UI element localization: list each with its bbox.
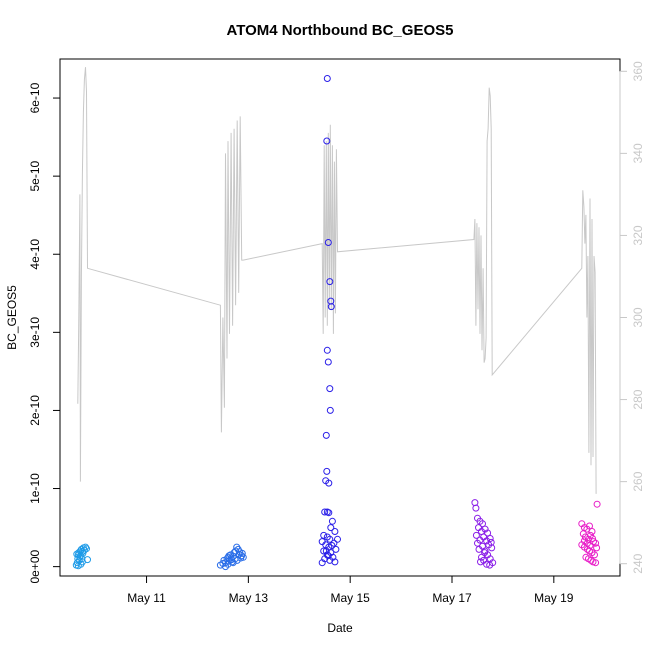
data-point <box>78 548 86 556</box>
series-4 <box>471 499 497 569</box>
data-point <box>323 137 331 145</box>
x-axis: May 11 May 13 May 15 May 17 May 19 <box>127 575 574 605</box>
data-point <box>593 500 601 508</box>
data-point <box>326 556 334 564</box>
y2-tick-label: 360 <box>631 61 645 81</box>
y-tick-label: 5e-10 <box>28 160 42 191</box>
data-point <box>593 544 601 552</box>
data-point <box>481 549 489 557</box>
series-3 <box>318 75 341 567</box>
data-point <box>326 406 334 414</box>
data-point <box>484 529 492 537</box>
points-layer <box>72 75 601 571</box>
data-point <box>331 558 339 566</box>
data-point <box>227 554 235 562</box>
x-tick-label: May 11 <box>127 591 166 605</box>
data-point <box>477 558 484 566</box>
data-point <box>326 278 334 286</box>
data-point <box>483 560 491 568</box>
data-point <box>331 528 339 535</box>
data-point <box>487 538 495 546</box>
series-5 <box>578 500 601 567</box>
data-point <box>327 303 335 311</box>
data-point <box>592 559 600 567</box>
data-point <box>236 548 244 556</box>
y-tick-label: 3e-10 <box>28 317 42 348</box>
data-point <box>326 385 334 393</box>
data-point <box>334 535 341 543</box>
data-point <box>239 553 247 561</box>
y2-tick-label: 340 <box>631 143 645 163</box>
data-point <box>321 508 329 516</box>
data-point <box>320 547 328 555</box>
data-point <box>231 555 239 563</box>
data-point <box>486 561 494 569</box>
data-point <box>324 239 332 246</box>
data-point <box>471 499 479 507</box>
x-tick-label: May 15 <box>331 591 371 605</box>
data-point <box>325 509 333 517</box>
series-2 <box>216 543 247 571</box>
y-axis-right: 240 260 280 300 320 340 360 <box>619 61 645 574</box>
y2-tick-label: 320 <box>631 225 645 245</box>
data-point <box>328 517 336 525</box>
series-1 <box>72 543 91 570</box>
y-tick-label: 4e-10 <box>28 239 42 270</box>
y-tick-label: 6e-10 <box>28 82 42 113</box>
y2-tick-label: 280 <box>631 389 645 409</box>
data-point <box>586 522 593 530</box>
data-point <box>320 531 328 539</box>
data-point <box>325 479 333 487</box>
y-axis-left: 0e+00 1e-10 2e-10 3e-10 4e-10 5e-10 6e-10 <box>28 82 61 583</box>
data-point <box>330 539 338 547</box>
data-point <box>225 552 233 560</box>
y2-tick-label: 240 <box>631 553 645 573</box>
data-point <box>323 467 331 475</box>
data-point <box>472 504 480 512</box>
data-point <box>76 552 84 560</box>
y2-tick-label: 260 <box>631 471 645 491</box>
data-point <box>324 358 332 366</box>
data-point <box>327 524 335 532</box>
data-point <box>328 542 336 549</box>
data-point <box>322 431 330 439</box>
plot-frame <box>59 58 621 577</box>
data-point <box>233 556 241 564</box>
data-point <box>318 559 326 567</box>
y2-tick-label: 300 <box>631 307 645 327</box>
data-point <box>472 531 480 539</box>
data-point <box>84 556 91 564</box>
y-tick-label: 2e-10 <box>28 395 42 426</box>
x-tick-label: May 19 <box>534 591 574 605</box>
data-point <box>332 545 340 553</box>
y-tick-label: 1e-10 <box>28 473 42 504</box>
x-tick-label: May 17 <box>432 591 472 605</box>
data-point <box>486 535 494 542</box>
x-axis-label: Date <box>327 621 353 635</box>
data-point <box>479 520 486 528</box>
data-point <box>73 559 81 567</box>
data-point <box>82 543 89 551</box>
data-point <box>474 539 481 547</box>
data-point <box>322 547 330 555</box>
data-point <box>483 537 491 545</box>
data-point <box>80 546 88 554</box>
data-point <box>591 551 598 559</box>
data-point <box>586 542 594 549</box>
data-point <box>323 346 331 354</box>
secondary-line-layer <box>77 67 597 494</box>
data-point <box>323 75 331 82</box>
data-point <box>588 528 596 535</box>
y-tick-label: 0e+00 <box>28 549 42 583</box>
data-point <box>326 535 334 543</box>
data-point <box>589 535 596 542</box>
y-axis-label: BC_GEOS5 <box>5 285 19 350</box>
data-point <box>74 562 82 570</box>
data-point <box>324 552 332 560</box>
chart-title: ATOM4 Northbound BC_GEOS5 <box>227 22 454 39</box>
data-point <box>229 559 237 567</box>
secondary-line <box>77 67 597 494</box>
x-tick-label: May 13 <box>229 591 269 605</box>
